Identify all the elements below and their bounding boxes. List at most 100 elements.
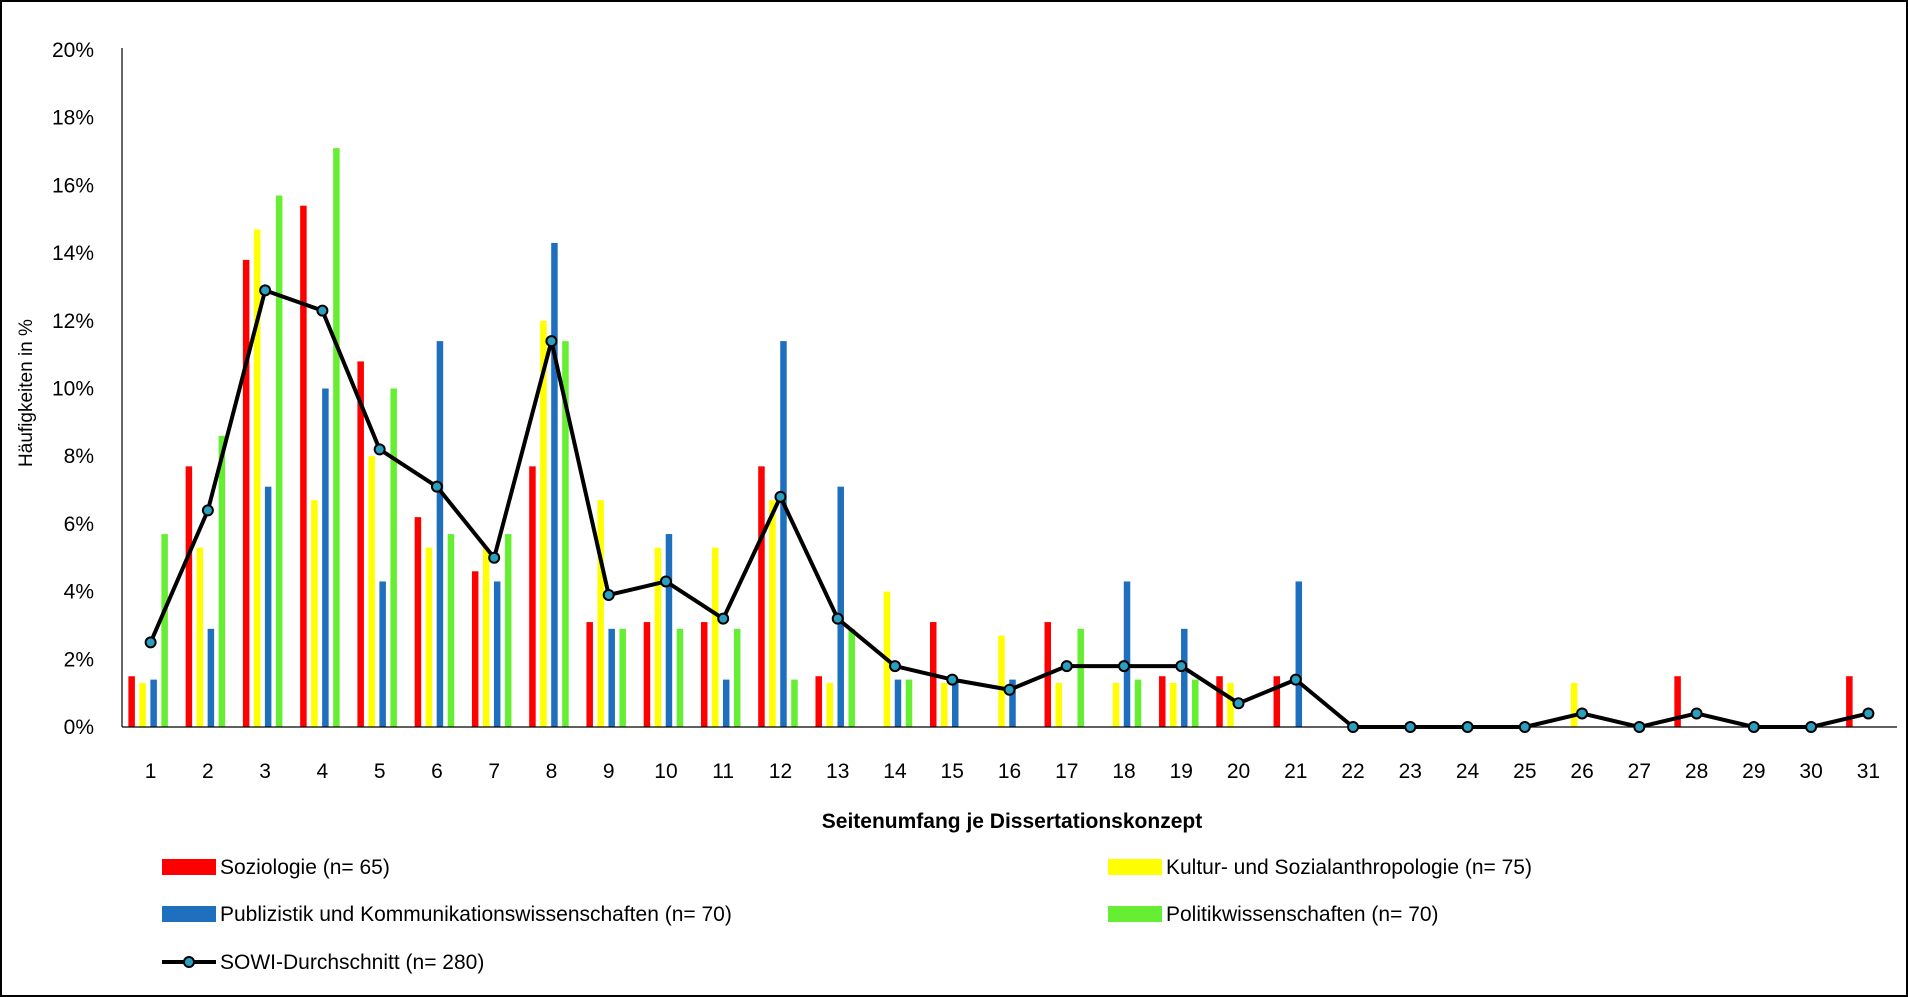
bar	[676, 628, 684, 727]
x-tick-label: 25	[1513, 760, 1536, 783]
bar	[597, 500, 604, 727]
average-point	[259, 284, 272, 297]
x-tick-label: 12	[769, 760, 792, 783]
y-tick-label: 6%	[64, 513, 94, 536]
x-tick-label: 2	[202, 760, 214, 783]
average-point	[1347, 721, 1360, 733]
legend-label: Publizistik und Kommunikationswissenscha…	[220, 903, 732, 926]
bar	[1295, 581, 1303, 727]
bar	[643, 622, 651, 727]
bar	[425, 547, 433, 727]
bar	[1273, 676, 1281, 727]
bar	[1192, 679, 1199, 727]
x-tick-label: 15	[941, 760, 964, 783]
bar	[1181, 628, 1188, 727]
average-point	[659, 575, 672, 588]
legend-swatch	[162, 906, 216, 922]
average-point	[373, 443, 386, 456]
bar	[1055, 682, 1063, 727]
x-tick-label: 9	[603, 760, 615, 783]
x-tick-label: 4	[317, 760, 329, 783]
average-point	[201, 504, 214, 517]
bar	[562, 341, 569, 727]
x-tick-label: 14	[883, 760, 907, 783]
bar	[300, 205, 307, 727]
x-axis-title: Seitenumfang je Dissertationskonzept	[822, 810, 1202, 833]
average-point	[1690, 707, 1703, 720]
average-point	[1118, 660, 1131, 673]
average-point	[1862, 707, 1875, 720]
average-point	[774, 490, 787, 503]
x-tick-label: 19	[1170, 760, 1193, 783]
x-tick-label: 8	[546, 760, 558, 783]
bar	[447, 534, 455, 727]
y-tick-label: 12%	[52, 310, 94, 333]
y-tick-label: 14%	[52, 242, 94, 265]
bar	[1570, 682, 1578, 727]
y-tick-label: 8%	[64, 445, 94, 468]
bar	[711, 547, 719, 727]
bar	[161, 534, 168, 727]
bar	[390, 388, 397, 727]
bar	[1674, 676, 1681, 727]
legend-swatch	[162, 859, 216, 875]
legend-label: SOWI-Durchschnitt (n= 280)	[220, 951, 484, 974]
average-point	[1232, 697, 1245, 710]
x-axis-ticks: 1 2 3 4 5 6 7 8 9 10 11 12 13 14 15 16 17 18 19 20 21 22 23 24 2…	[145, 760, 1880, 783]
bar	[414, 517, 422, 727]
y-axis-title: Häufigkeiten in %	[16, 319, 37, 467]
average-point	[1747, 721, 1760, 733]
x-tick-label: 17	[1055, 760, 1078, 783]
bar	[665, 534, 673, 727]
average-point	[1175, 660, 1188, 673]
x-tick-label: 28	[1685, 760, 1708, 783]
average-point	[1060, 660, 1073, 673]
bar	[894, 679, 902, 727]
average-point	[430, 480, 443, 493]
bar	[1227, 682, 1234, 727]
bar	[700, 622, 708, 727]
bar	[905, 679, 913, 727]
bar	[1009, 679, 1016, 727]
x-tick-label: 1	[145, 760, 157, 783]
average-point	[488, 551, 501, 564]
average-point	[1633, 721, 1646, 733]
x-tick-label: 7	[488, 760, 500, 783]
bar	[253, 229, 261, 727]
bar	[264, 486, 272, 727]
average-point	[1003, 683, 1016, 696]
bar	[815, 676, 822, 727]
bar	[322, 388, 329, 727]
x-tick-label: 5	[374, 760, 386, 783]
bar	[1134, 679, 1142, 727]
x-tick-label: 11	[712, 760, 734, 783]
average-point	[602, 588, 615, 601]
average-point	[888, 660, 901, 673]
bar	[311, 500, 318, 727]
average-point	[316, 304, 329, 317]
bar	[1846, 676, 1853, 727]
y-axis-ticks: 0% 2% 4% 6% 8% 10% 12% 14% 16% 18% 20%	[52, 39, 94, 739]
average-point	[1461, 721, 1474, 733]
legend-label: Kultur- und Sozialanthropologie (n= 75)	[1166, 856, 1532, 879]
average-point	[1404, 721, 1417, 733]
x-tick-label: 31	[1857, 760, 1880, 783]
bar	[436, 341, 444, 727]
bar	[493, 581, 501, 727]
x-tick-label: 30	[1799, 760, 1822, 783]
bar	[150, 679, 157, 727]
bar	[826, 682, 833, 727]
bar	[654, 547, 662, 727]
average-point	[831, 612, 844, 625]
bar	[185, 466, 193, 727]
x-tick-label: 26	[1570, 760, 1593, 783]
legend-swatch	[1108, 859, 1162, 875]
average-point	[1805, 721, 1818, 733]
y-tick-label: 4%	[64, 581, 94, 604]
bar	[998, 635, 1005, 727]
bar	[275, 195, 283, 727]
x-tick-label: 3	[259, 760, 271, 783]
y-tick-label: 16%	[52, 174, 94, 197]
bar	[139, 682, 146, 727]
